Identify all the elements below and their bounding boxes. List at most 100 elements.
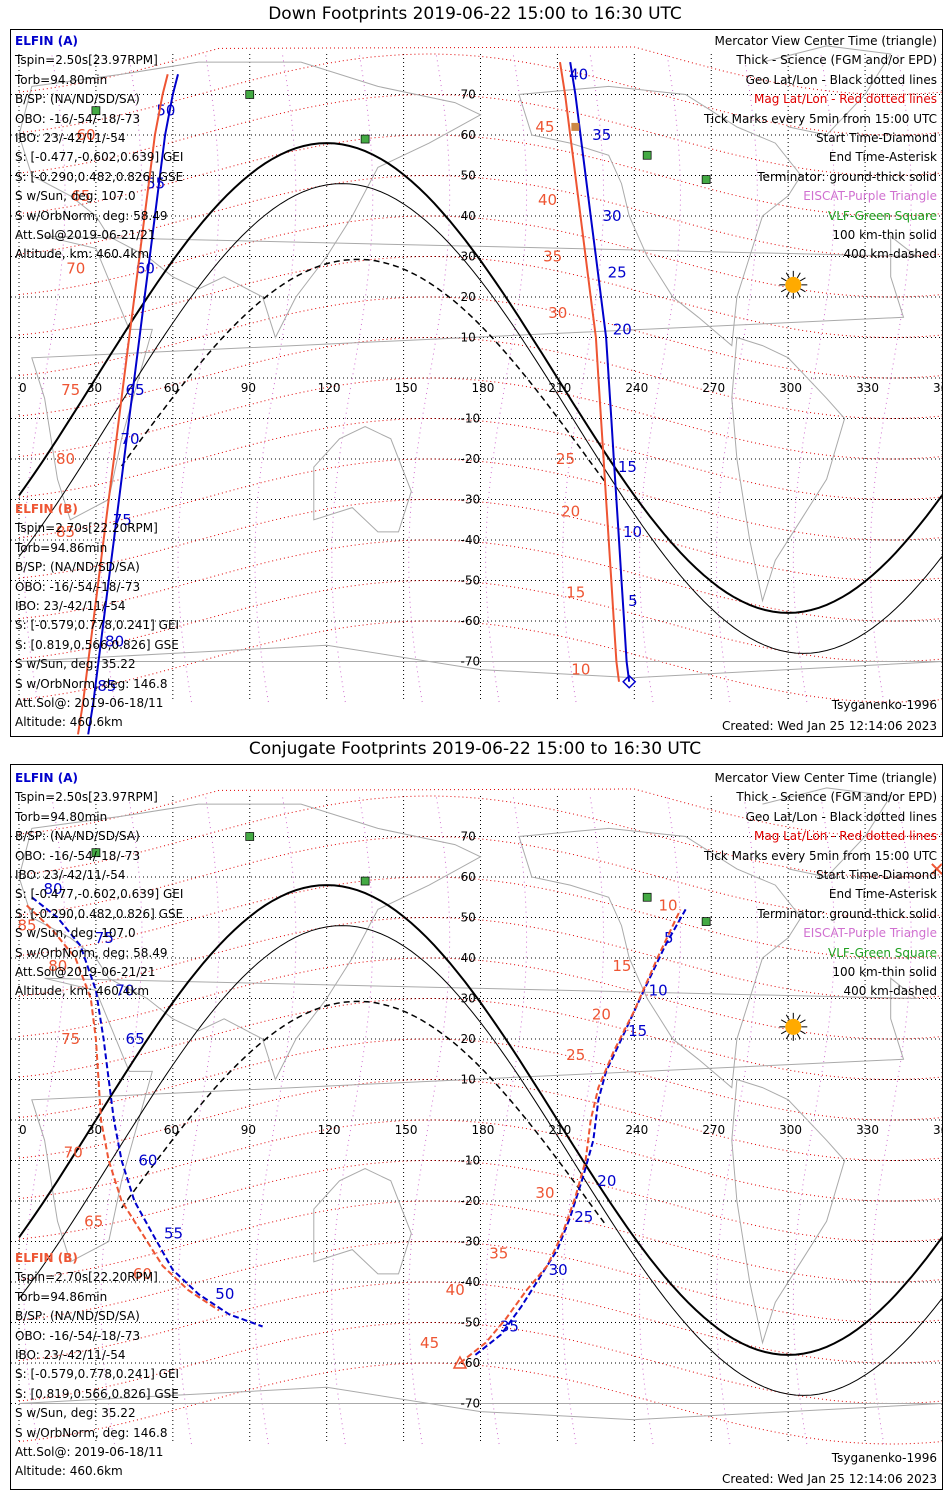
- y-tick-label: -20: [461, 1194, 481, 1208]
- sun-ray: [780, 277, 787, 282]
- track-tick-label: 85: [18, 917, 37, 935]
- legend-item: Start Time-Diamond: [815, 867, 937, 882]
- track-tick-label: 75: [113, 511, 132, 529]
- track-tick-label: 65: [126, 381, 145, 399]
- info-line: Tspin=2.50s[23.97RPM]: [15, 790, 158, 805]
- start-diamond: [622, 674, 637, 689]
- track-tick-label: 40: [446, 1281, 465, 1299]
- info-line: Altitude, km: 460.4km: [15, 247, 150, 262]
- y-tick-label: -20: [461, 452, 481, 466]
- x-tick-label: 210: [548, 1123, 571, 1137]
- panel-2-map-svg: 0 30 60 90 120 150 180 210 240 270 300 330 360 70 60 50…: [11, 787, 942, 1445]
- x-tick-label: 360: [933, 1123, 942, 1137]
- info-line: S: [-0.290,0.482,0.826] GSE: [15, 906, 184, 921]
- legend-2: Mercator View Center Time (triangle) Thi…: [704, 769, 937, 1002]
- x-tick-label: 30: [87, 381, 102, 395]
- y-tick-label: 60: [461, 128, 476, 142]
- vlf-station: [245, 832, 255, 841]
- track-tick-label: 80: [48, 957, 67, 975]
- legend-item: VLF-Green Square: [828, 208, 937, 223]
- coastline: [18, 1386, 942, 1421]
- terminator-100km: [18, 183, 942, 654]
- track-tick-label: 20: [597, 1172, 616, 1190]
- x-tick-label: 210: [548, 381, 571, 395]
- legend-item: 100 km-thin solid: [832, 964, 937, 979]
- x-tick-label: 90: [241, 1123, 256, 1137]
- info-line: Torb=94.86min: [15, 1289, 108, 1304]
- track-tick-label: 65: [71, 187, 90, 205]
- track-tick-label: 75: [95, 929, 114, 947]
- track-tick-label: 25: [574, 1208, 593, 1226]
- model-label: Tsyganenko-1996: [831, 1451, 937, 1465]
- track-tick-label: 25: [566, 1046, 585, 1064]
- panel-2-title: Conjugate Footprints 2019-06-22 15:00 to…: [248, 739, 702, 759]
- x-tick-label: 30: [87, 1123, 102, 1137]
- info-line: S w/Sun, deg: 107.0: [15, 926, 136, 941]
- y-tick-label: -70: [461, 1397, 481, 1411]
- coastline: [731, 336, 846, 603]
- track-tick-label: 10: [658, 896, 677, 914]
- legend-item: End Time-Asterisk: [828, 150, 937, 165]
- model-label: Tsyganenko-1996: [831, 698, 937, 712]
- info-line: S: [0.819,0.566,0.826] GSE: [15, 637, 179, 652]
- track-tick-label: 45: [535, 118, 554, 136]
- y-tick-label: -40: [461, 1275, 481, 1289]
- info-line: S w/Sun, deg: 35.22: [15, 657, 136, 672]
- y-tick-label: 70: [461, 830, 476, 844]
- legend-item: 400 km-dashed: [843, 984, 937, 999]
- panel-2-plot: 0 30 60 90 120 150 180 210 240 270 300 330 360 70 60 50…: [10, 764, 943, 1490]
- sun-ray: [785, 272, 790, 279]
- info-line: OBO: -16/-54/-18/-73: [15, 579, 141, 594]
- terminator-ground: [18, 884, 942, 1356]
- track-tick-label: 15: [612, 957, 631, 975]
- sun-ray: [796, 1033, 801, 1040]
- coastline: [18, 61, 482, 339]
- elfin-a-track: [87, 74, 179, 735]
- track-tick-label: 35: [543, 248, 562, 266]
- track-tick-label: 65: [84, 1212, 103, 1230]
- info-line: Tspin=2.70s[22.20RPM]: [15, 521, 158, 536]
- x-tick-label: 150: [395, 381, 418, 395]
- info-line: B/SP: (NA/ND/SD/SA): [15, 829, 140, 844]
- elfin-b-info-2: ELFIN (B) Tspin=2.70s[22.20RPM] Torb=94.…: [15, 1249, 179, 1482]
- legend-1: Mercator View Center Time (triangle) Thi…: [704, 32, 937, 265]
- legend-item: End Time-Asterisk: [828, 887, 937, 902]
- y-tick-label: 50: [461, 911, 476, 925]
- info-line: Tspin=2.70s[22.20RPM]: [15, 1270, 158, 1285]
- legend-item: Geo Lat/Lon - Black dotted lines: [745, 809, 937, 824]
- vlf-station: [360, 876, 370, 886]
- terminator-100km: [18, 925, 942, 1396]
- x-tick-label: 300: [779, 1123, 802, 1137]
- info-line: B/SP: (NA/ND/SD/SA): [15, 560, 140, 575]
- track-tick-label: 60: [133, 1265, 152, 1283]
- track-tick-label: 20: [592, 1006, 611, 1024]
- info-line: Att.Sol@: 2019-06-18/11: [15, 1444, 164, 1459]
- sun-ray: [785, 1033, 790, 1040]
- coastline: [18, 644, 942, 679]
- track-tick-label: 60: [138, 1152, 157, 1170]
- track-tick-label: 35: [500, 1318, 519, 1336]
- info-line: Torb=94.80min: [15, 809, 108, 824]
- legend-item: Tick Marks every 5min from 15:00 UTC: [703, 848, 937, 863]
- elfin-b-track: [559, 61, 620, 682]
- legend-item: Start Time-Diamond: [815, 130, 937, 145]
- info-line: S w/Sun, deg: 107.0: [15, 189, 136, 204]
- track-tick-label: 35: [489, 1245, 508, 1263]
- elfin-a-header: ELFIN (A): [15, 771, 78, 785]
- elfin-b-header: ELFIN (B): [15, 1251, 78, 1265]
- track-tick-label: 5: [664, 929, 674, 947]
- info-line: S w/Sun, deg: 35.22: [15, 1406, 136, 1421]
- y-tick-label: 10: [461, 1073, 476, 1087]
- sun-ray: [785, 1014, 790, 1021]
- elfin-a-info-1: ELFIN (A) Tspin=2.50s[23.97RPM] Torb=94.…: [15, 32, 183, 265]
- info-line: Torb=94.86min: [15, 540, 108, 555]
- legend-item: Thick - Science (FGM and/or EPD): [736, 53, 937, 68]
- sun-icon: [785, 276, 802, 293]
- track-tick-label: 85: [56, 523, 75, 541]
- sun-ray: [780, 1030, 787, 1035]
- y-tick-label: -10: [461, 1154, 481, 1168]
- center-triangle: [452, 1355, 468, 1369]
- legend-item: Terminator: ground-thick solid: [757, 169, 937, 184]
- x-tick-label: 180: [472, 1123, 495, 1137]
- track-tick-label: 70: [66, 260, 85, 278]
